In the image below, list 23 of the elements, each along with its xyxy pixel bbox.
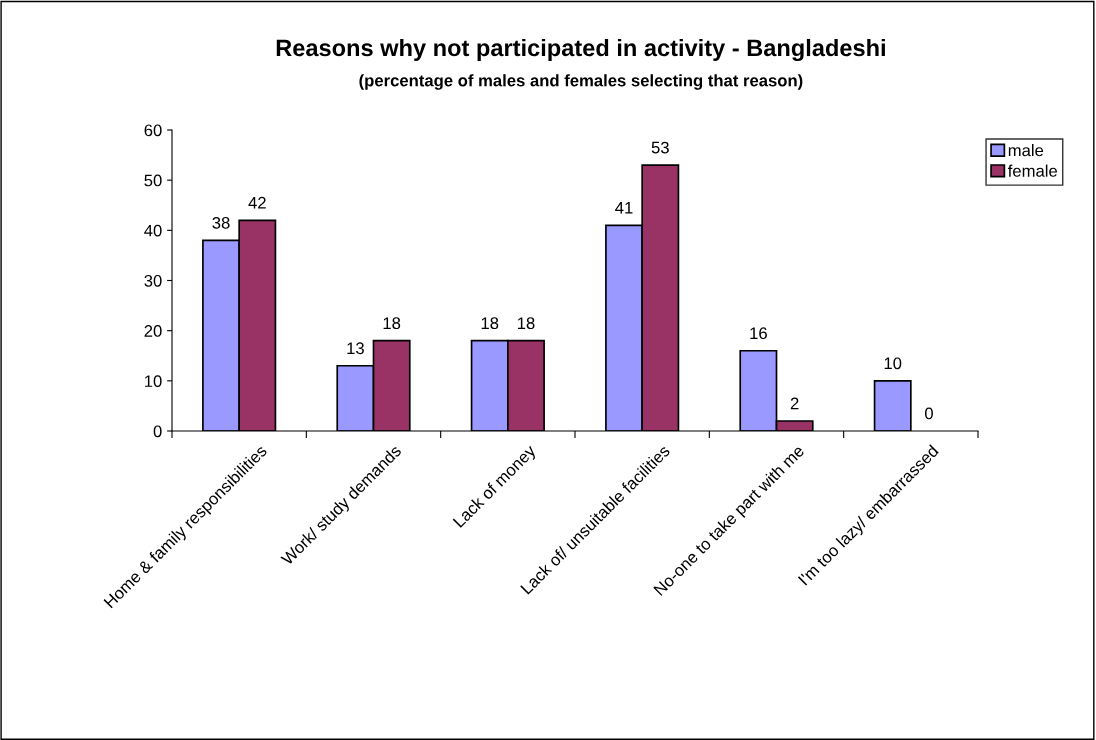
legend-label: female xyxy=(1007,164,1058,177)
legend-label: male xyxy=(1008,144,1044,157)
chart-subtitle: (percentage of males and females selecting that reason) xyxy=(359,74,803,90)
data-label: 10 xyxy=(884,357,902,370)
data-label: 42 xyxy=(248,196,266,209)
chart-title: Reasons why not participated in activity - Bangladeshi xyxy=(276,38,885,62)
y-tick-label: 40 xyxy=(144,224,162,237)
data-label: 18 xyxy=(383,317,401,330)
data-label: 16 xyxy=(750,327,767,340)
y-tick-label: 60 xyxy=(144,124,162,137)
data-label: 0 xyxy=(924,407,933,420)
y-tick-label: 0 xyxy=(153,425,162,438)
y-tick-label: 50 xyxy=(144,174,162,187)
data-label: 38 xyxy=(212,216,230,229)
y-tick-label: 30 xyxy=(144,274,162,287)
data-label: 53 xyxy=(651,141,669,154)
y-tick-label: 20 xyxy=(144,325,162,337)
data-label: 13 xyxy=(347,342,364,355)
data-label: 2 xyxy=(790,397,799,410)
data-label: 41 xyxy=(615,202,633,214)
data-label: 18 xyxy=(481,317,499,330)
data-label: 18 xyxy=(517,317,535,330)
y-tick-label: 10 xyxy=(145,375,162,388)
